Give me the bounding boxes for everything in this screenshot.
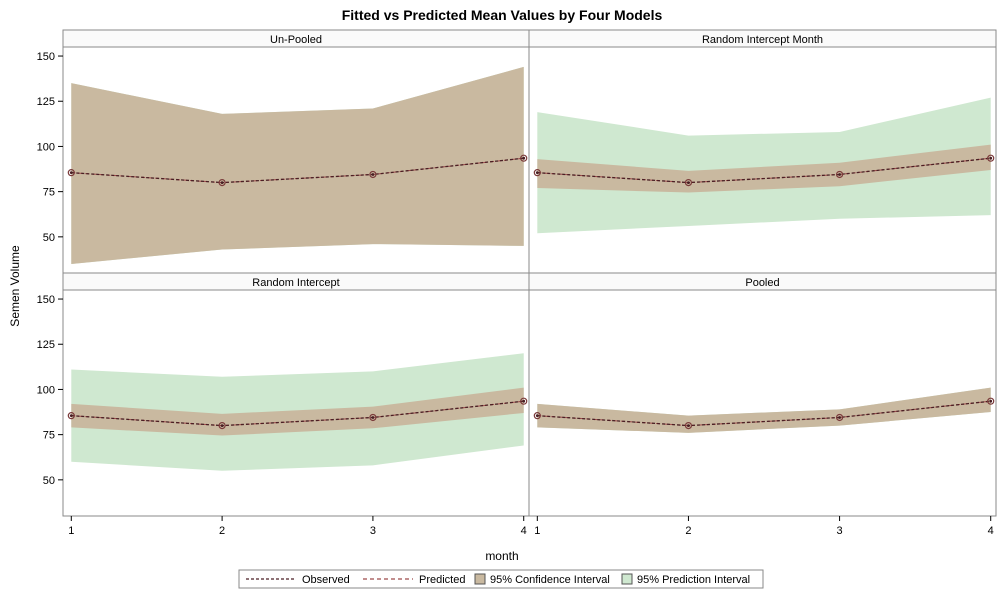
observed-point bbox=[218, 179, 226, 187]
panel-3: Random Intercept 50 75 100 125 150 1 2 3 4 bbox=[37, 272, 530, 537]
panel-1: Un-Pooled 50 75 100 125 150 bbox=[37, 29, 530, 274]
x-tick-label: 4 bbox=[988, 525, 994, 537]
predicted-point bbox=[69, 414, 73, 418]
x-tick-label: 1 bbox=[68, 525, 74, 537]
predicted-point bbox=[220, 424, 224, 427]
observed-point bbox=[835, 170, 844, 179]
x-tick-label: 2 bbox=[685, 525, 691, 537]
confidence-band bbox=[71, 66, 524, 264]
y-tick-label: 50 bbox=[43, 475, 55, 487]
predicted-point bbox=[989, 399, 993, 403]
observed-point bbox=[218, 422, 226, 430]
y-tick-label: 150 bbox=[37, 294, 55, 306]
legend-label: 95% Confidence Interval bbox=[490, 574, 610, 586]
y-tick-label: 100 bbox=[37, 141, 55, 153]
observed-point bbox=[987, 397, 995, 405]
legend-swatch bbox=[474, 573, 486, 585]
prediction-band bbox=[537, 97, 991, 234]
y-tick-label: 100 bbox=[37, 384, 55, 396]
legend-item-observed: Observed bbox=[246, 574, 350, 586]
observed-point bbox=[520, 397, 528, 405]
observed-line bbox=[71, 400, 524, 427]
panel-title: Pooled bbox=[745, 277, 779, 289]
predicted-point bbox=[522, 156, 526, 160]
predicted-point bbox=[687, 181, 690, 185]
observed-point bbox=[369, 413, 377, 422]
observed-point bbox=[684, 422, 693, 430]
observed-point bbox=[533, 169, 541, 177]
legend-label: Observed bbox=[302, 574, 350, 586]
legend-label: Predicted bbox=[419, 574, 465, 586]
observed-point bbox=[67, 412, 75, 420]
observed-line bbox=[537, 157, 991, 184]
y-tick-label: 125 bbox=[37, 339, 55, 351]
observed-line bbox=[537, 400, 991, 427]
observed-point bbox=[520, 154, 528, 162]
y-tick-label: 75 bbox=[43, 430, 55, 442]
chart-title: Fitted vs Predicted Mean Values by Four … bbox=[342, 7, 663, 23]
predicted-point bbox=[69, 171, 73, 175]
panel-frame bbox=[528, 289, 997, 517]
x-tick-label: 4 bbox=[521, 525, 527, 537]
predicted-point bbox=[535, 414, 539, 418]
observed-point bbox=[533, 412, 541, 420]
observed-line bbox=[71, 157, 524, 184]
legend: Observed Predicted 95% Confidence Interval… bbox=[238, 569, 764, 589]
x-tick-label: 3 bbox=[370, 525, 376, 537]
observed-point bbox=[369, 170, 377, 179]
legend-item-predicted: Predicted bbox=[363, 574, 465, 586]
predicted-point bbox=[371, 416, 375, 419]
x-axis-label: month bbox=[485, 549, 518, 563]
confidence-band bbox=[537, 387, 991, 433]
x-tick-label: 1 bbox=[534, 525, 540, 537]
predicted-point bbox=[687, 424, 690, 427]
x-tick-label: 2 bbox=[219, 525, 225, 537]
predicted-point bbox=[838, 173, 841, 176]
x-tick-label: 3 bbox=[837, 525, 843, 537]
predicted-point bbox=[989, 156, 993, 160]
predicted-point bbox=[371, 173, 375, 176]
y-axis-label: Semen Volume bbox=[8, 245, 22, 327]
observed-point bbox=[684, 179, 693, 187]
legend-swatch bbox=[621, 573, 633, 585]
observed-point bbox=[987, 154, 995, 162]
panel-2: Random Intercept Month bbox=[528, 29, 997, 274]
y-tick-label: 125 bbox=[37, 96, 55, 108]
observed-point bbox=[67, 169, 75, 177]
legend-label: 95% Prediction Interval bbox=[637, 574, 750, 586]
y-tick-label: 50 bbox=[43, 232, 55, 244]
y-tick-label: 150 bbox=[37, 51, 55, 63]
panel-title: Un-Pooled bbox=[270, 34, 322, 46]
predicted-point bbox=[220, 181, 224, 185]
legend-item-confidence: 95% Confidence Interval bbox=[474, 573, 610, 586]
predicted-point bbox=[522, 399, 526, 403]
predicted-point bbox=[838, 416, 841, 419]
panel-4: Pooled 1 2 3 4 bbox=[528, 272, 997, 537]
legend-item-prediction: 95% Prediction Interval bbox=[621, 573, 750, 586]
predicted-point bbox=[535, 171, 539, 175]
panel-title: Random Intercept Month bbox=[702, 34, 823, 46]
y-tick-label: 75 bbox=[43, 187, 55, 199]
observed-point bbox=[835, 413, 844, 422]
panel-title: Random Intercept bbox=[252, 277, 339, 289]
